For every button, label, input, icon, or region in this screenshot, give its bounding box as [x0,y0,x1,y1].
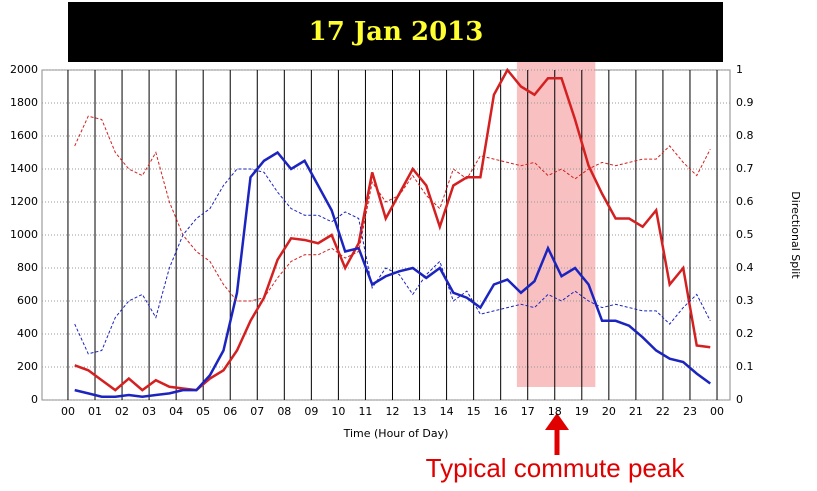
y2-tick-label: 0.2 [736,327,754,340]
x-tick-label: 19 [575,405,589,418]
x-tick-label: 10 [331,405,345,418]
count-line [74,67,711,392]
x-tick-label: 14 [440,405,454,418]
y2-tick-label: 0.6 [736,195,754,208]
x-tick-label: 11 [358,405,372,418]
y2-tick-label: 0.9 [736,96,754,109]
y2-tick-label: 0.4 [736,261,754,274]
y2-tick-label: 0.1 [736,360,754,373]
x-tick-label: 12 [385,405,399,418]
count-line [74,150,711,398]
annotation: Typical commute peak [426,453,686,483]
x-tick-label: 21 [629,405,643,418]
y-tick-label: 1400 [10,162,38,175]
x-tick-label: 04 [169,405,183,418]
x-tick-label: 08 [277,405,291,418]
y2-tick-label: 0.7 [736,162,754,175]
y-tick-label: 1800 [10,96,38,109]
y-tick-label: 600 [17,294,38,307]
x-tick-label: 01 [88,405,102,418]
y-tick-label: 800 [17,261,38,274]
title-box [68,2,723,62]
x-tick-label: 17 [521,405,535,418]
x-tick-label: 00 [710,405,724,418]
y-tick-label: 200 [17,360,38,373]
x-axis-label: Time (Hour of Day) [343,427,449,440]
y-tick-label: 1600 [10,129,38,142]
y2-tick-label: 1 [736,63,743,76]
x-tick-label: 16 [494,405,508,418]
x-tick-label: 02 [115,405,129,418]
y-tick-label: 0 [31,393,38,406]
y-tick-label: 400 [17,327,38,340]
x-tick-label: 03 [142,405,156,418]
highlight [516,62,596,387]
x-tick-label: 05 [196,405,210,418]
chart-title: 17 Jan 2013 [309,17,484,47]
split-line [74,115,711,302]
y2-tick-label: 0.5 [736,228,754,241]
x-tick-label: 00 [61,405,75,418]
y-tick-label: 1200 [10,195,38,208]
split-line [74,168,711,355]
x-tick-label: 18 [548,405,562,418]
y2-axis-label: Directional Split [789,191,802,279]
y2-tick-label: 0.3 [736,294,754,307]
y2-tick-label: 0 [736,393,743,406]
x-tick-label: 06 [223,405,237,418]
x-tick-label: 23 [683,405,697,418]
y2-tick-label: 0.8 [736,129,754,142]
x-tick-label: 22 [656,405,670,418]
arrow-head [545,413,569,430]
x-tick-label: 15 [467,405,481,418]
x-tick-label: 09 [304,405,318,418]
x-tick-label: 07 [250,405,264,418]
plot-area [41,69,731,401]
y-tick-label: 1000 [10,228,38,241]
y-tick-label: 2000 [10,63,38,76]
x-tick-label: 20 [602,405,616,418]
x-tick-label: 13 [413,405,427,418]
